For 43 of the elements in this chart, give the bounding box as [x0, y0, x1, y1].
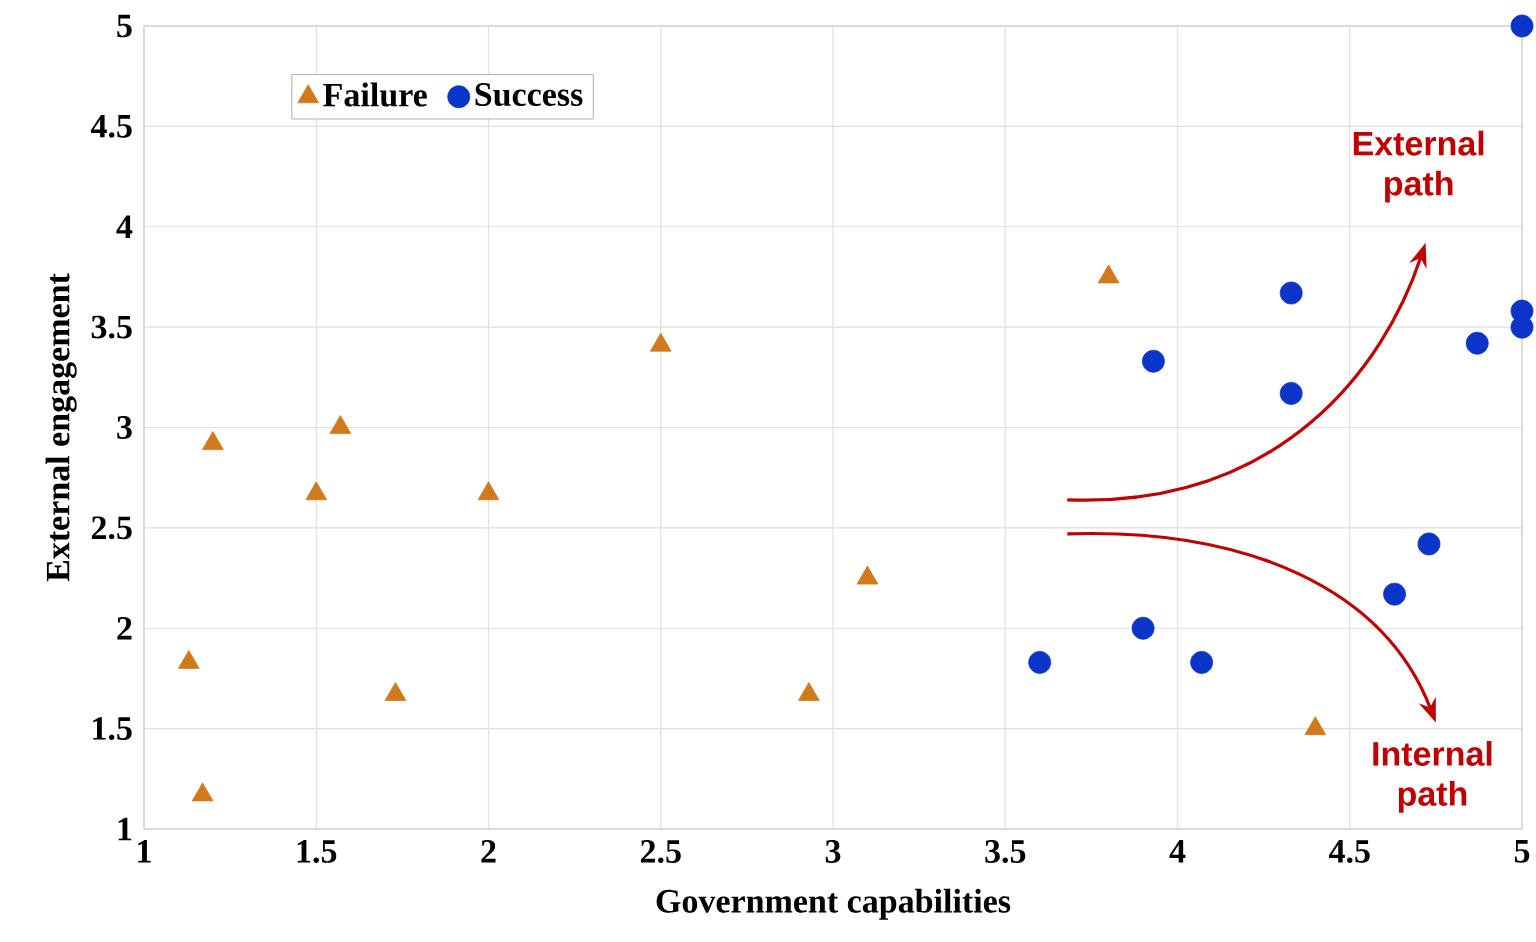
point: [856, 565, 879, 585]
x-tick-label: 2: [481, 840, 496, 863]
point: [1190, 650, 1214, 674]
annotation: External path: [1353, 130, 1484, 203]
point: [477, 481, 500, 501]
legend-label: Failure: [323, 82, 427, 107]
point: [1279, 381, 1303, 405]
x-tick-label: 3.5: [985, 840, 1026, 864]
point: [384, 682, 407, 701]
point: [1465, 331, 1489, 355]
y-tick-label: 1: [118, 817, 132, 841]
x-tick-label: 3: [825, 840, 841, 863]
point: [1417, 532, 1441, 556]
x-tick-label: 4.5: [1328, 840, 1370, 863]
y-tick-label: 5: [117, 14, 132, 38]
point: [1279, 281, 1303, 305]
point: [1383, 582, 1406, 606]
x-axis-title: Government capabilities: [656, 888, 1011, 920]
y-axis-title: External engagement: [45, 273, 77, 582]
point: [202, 431, 224, 450]
x-tick-label: 4: [1169, 840, 1186, 863]
point: [305, 481, 328, 501]
y-tick-label: 2.5: [91, 516, 132, 540]
x-tick-label: 5: [1514, 840, 1530, 863]
y-tick-label: 4: [116, 215, 133, 238]
point: [1028, 650, 1052, 674]
point: [1131, 616, 1155, 640]
point: [329, 415, 352, 434]
annotation: Internal path: [1373, 740, 1492, 813]
point: [191, 782, 214, 802]
x-tick-label: 2.5: [640, 840, 681, 864]
x-tick-label: 1.5: [297, 840, 337, 863]
y-tick-label: 3.5: [91, 315, 132, 339]
x-tick-label: 1: [138, 840, 151, 863]
legend-label: Success: [475, 83, 583, 107]
point: [1304, 716, 1327, 736]
y-tick-label: 4.5: [90, 114, 132, 138]
y-tick-label: 3: [117, 416, 132, 439]
point: [1141, 349, 1165, 373]
point: [177, 649, 200, 669]
y-tick-label: 2: [117, 617, 132, 640]
point: [798, 682, 820, 701]
y-tick-label: 1.5: [93, 717, 132, 741]
